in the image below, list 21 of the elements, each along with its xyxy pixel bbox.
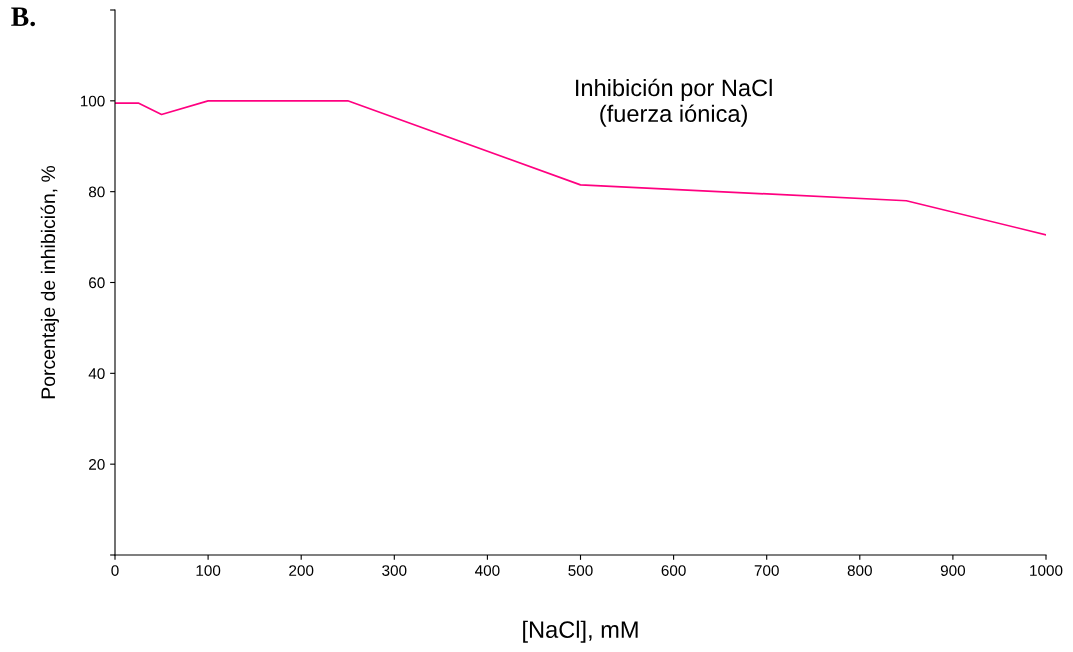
x-tick-label: 500 [568, 565, 593, 576]
y-axis-title: Porcentaje de inhibición, % [40, 165, 59, 399]
x-axis-title: [NaCl], mM [523, 620, 638, 643]
x-tick-label: 300 [382, 565, 407, 576]
line-series [115, 99, 1046, 236]
x-tick-label: 600 [661, 565, 686, 576]
x-tick-label: 400 [475, 565, 500, 576]
y-tick-label: 60 [89, 277, 105, 289]
x-tick-label: 900 [940, 565, 966, 576]
y-tick-label: 20 [89, 459, 105, 470]
x-tick-label: 1000 [1030, 565, 1063, 576]
y-tick-label: 40 [88, 368, 105, 380]
x-tick-label: 800 [847, 565, 872, 576]
x-tick-label: 0 [111, 565, 119, 576]
text: B. [11, 7, 35, 27]
y-tick-label: 100 [80, 95, 105, 107]
x-tick-label: 700 [754, 565, 779, 576]
text: Inhibición por NaCl (fuerza iónica) [576, 78, 772, 127]
x-tick-label: 100 [196, 565, 221, 576]
y-tick-label: 80 [88, 186, 105, 198]
x-tick-label: 200 [289, 565, 314, 576]
